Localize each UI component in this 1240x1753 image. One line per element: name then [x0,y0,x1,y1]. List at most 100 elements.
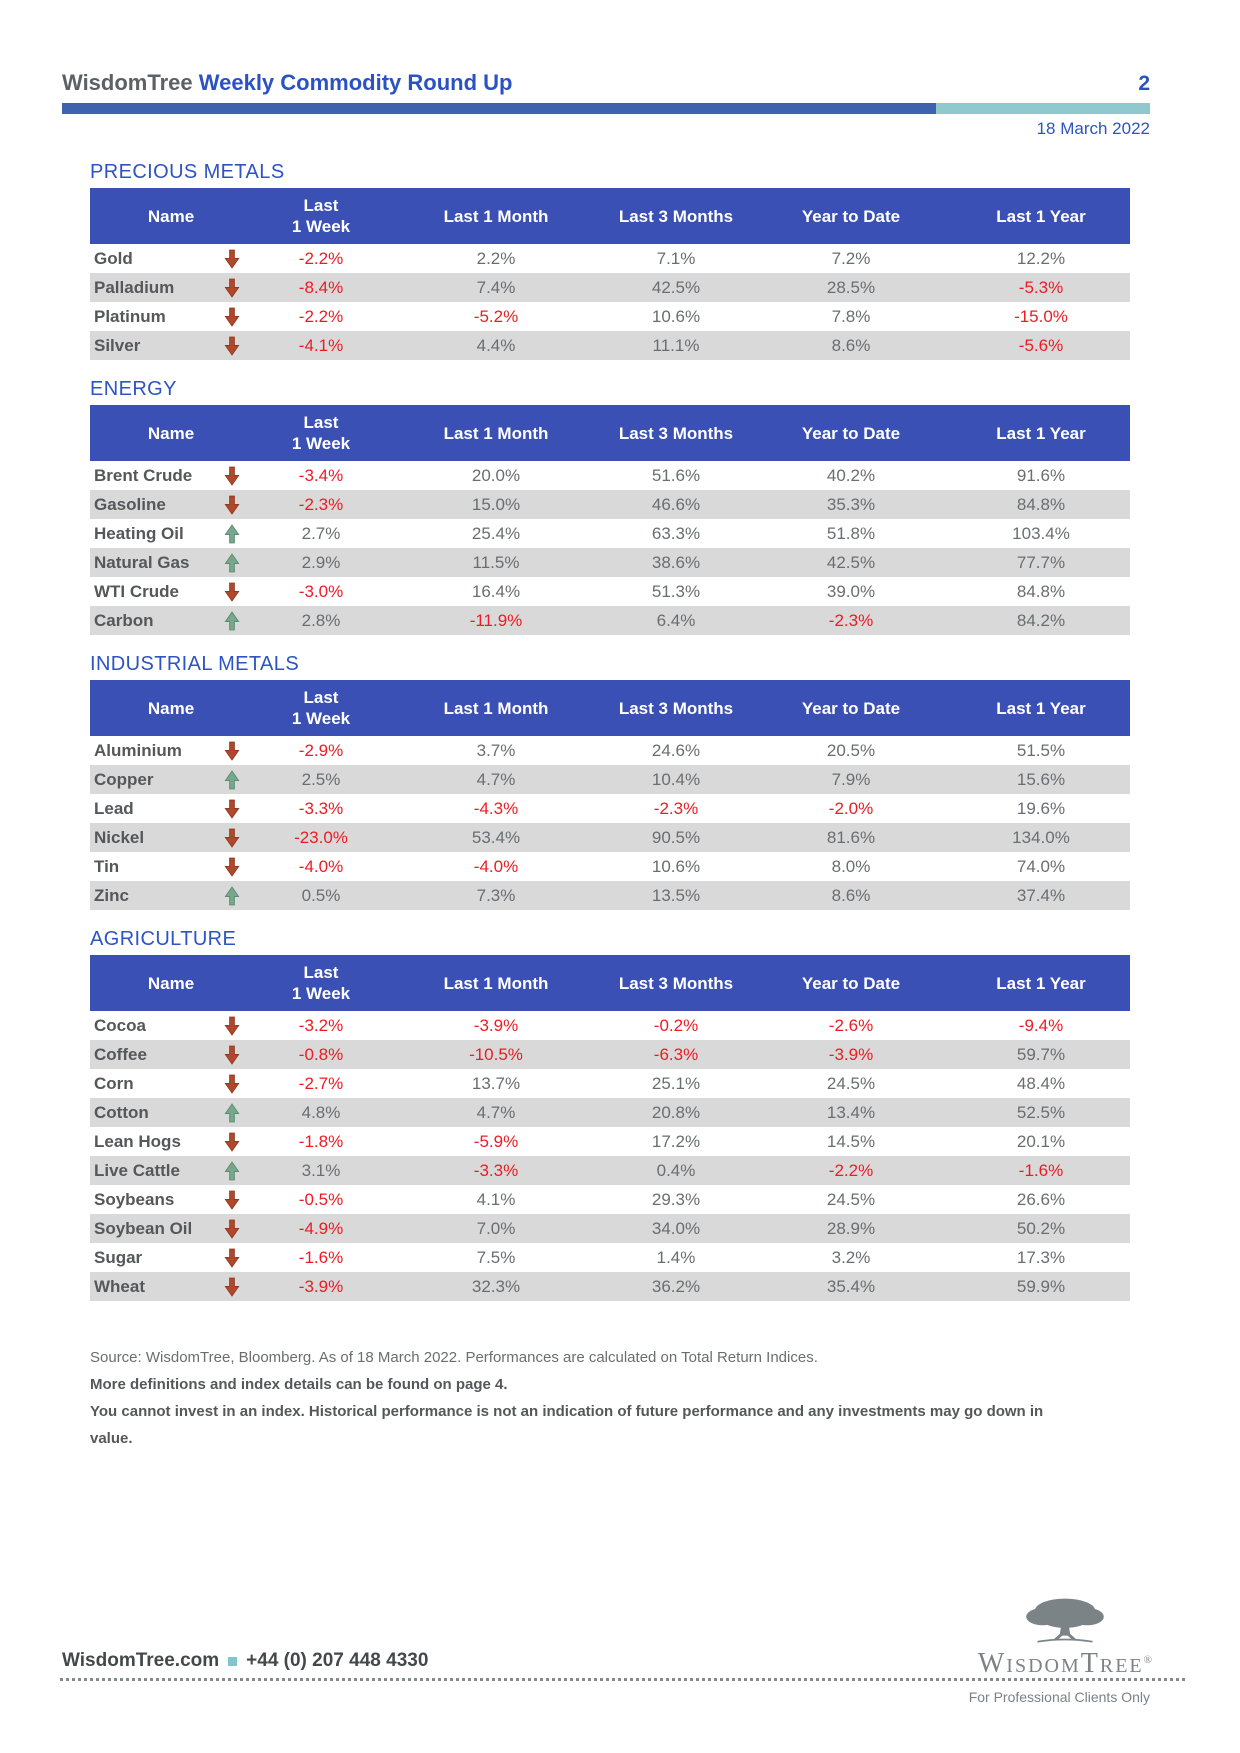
commodity-name: Brent Crude [94,465,193,485]
value-last-1-month: 7.4% [476,277,516,297]
value-last-3-months: 51.6% [651,465,701,485]
table-row: Lead -3.3% -4.3% -2.3% -2.0% 19.6% [90,794,1130,823]
commodity-name: Tin [94,856,120,876]
down-arrow-icon [212,1277,252,1297]
value-year-to-date: 24.5% [826,1189,876,1209]
down-arrow-icon [212,1016,252,1036]
down-arrow-icon [212,828,252,848]
value-last-1-week: -0.5% [298,1189,344,1209]
value-last-1-week: -3.2% [298,1015,344,1035]
value-year-to-date: 40.2% [826,465,876,485]
commodity-name: WTI Crude [94,581,179,601]
table-body: Brent Crude -3.4% 20.0% 51.6% 40.2% 91.6… [90,461,1130,635]
value-last-1-week: -3.0% [298,581,344,601]
value-last-1-month: -10.5% [469,1044,523,1064]
value-last-1-month: 13.7% [471,1073,521,1093]
commodity-name: Lean Hogs [94,1131,181,1151]
table-row: Corn -2.7% 13.7% 25.1% 24.5% 48.4% [90,1069,1130,1098]
registered-mark: ® [1143,1654,1152,1666]
column-header-year: Last 1 Year [996,423,1086,443]
value-last-1-week: 2.9% [301,552,341,572]
commodity-name: Live Cattle [94,1160,180,1180]
value-last-1-year: 91.6% [1016,465,1066,485]
column-header-name: Name [147,973,195,993]
value-last-1-year: 59.9% [1016,1276,1066,1296]
logo-wordmark: WisdomTree® [977,1648,1152,1679]
table-row: Palladium -8.4% 7.4% 42.5% 28.5% -5.3% [90,273,1130,302]
table-row: Nickel -23.0% 53.4% 90.5% 81.6% 134.0% [90,823,1130,852]
column-header-month: Last 1 Month [443,973,549,993]
down-arrow-icon [212,495,252,515]
table-row: Cocoa -3.2% -3.9% -0.2% -2.6% -9.4% [90,1011,1130,1040]
value-last-1-month: 7.5% [476,1247,516,1267]
value-last-1-year: 52.5% [1016,1102,1066,1122]
value-last-3-months: -0.2% [653,1015,699,1035]
table-row: Sugar -1.6% 7.5% 1.4% 3.2% 17.3% [90,1243,1130,1272]
commodity-section: AGRICULTURE Name Last 1 Week Last 1 Mont… [90,928,1130,1301]
down-arrow-icon [212,857,252,877]
value-last-1-year: -1.6% [1018,1160,1064,1180]
footer-tagline: For Professional Clients Only [968,1689,1150,1705]
value-year-to-date: -2.3% [828,610,874,630]
value-last-1-week: -2.2% [298,248,344,268]
value-last-1-year: 84.8% [1016,494,1066,514]
commodity-name: Wheat [94,1276,145,1296]
value-last-3-months: 29.3% [651,1189,701,1209]
teal-bullet-icon [228,1656,238,1666]
value-year-to-date: 14.5% [826,1131,876,1151]
divider-teal-segment [936,103,1150,114]
value-last-1-year: 15.6% [1016,769,1066,789]
value-last-3-months: 42.5% [651,277,701,297]
page-title: Weekly Commodity Round Up [198,70,513,95]
commodity-name: Soybeans [94,1189,175,1209]
value-last-1-week: -4.9% [298,1218,344,1238]
value-year-to-date: 8.0% [831,856,871,876]
value-year-to-date: 3.2% [831,1247,871,1267]
column-header-ytd: Year to Date [801,973,901,993]
report-date: 18 March 2022 [1036,119,1150,138]
section-title: PRECIOUS METALS [90,161,285,183]
up-arrow-icon [212,523,252,544]
value-year-to-date: 39.0% [826,581,876,601]
value-last-1-week: -3.9% [298,1276,344,1296]
value-last-1-week: -0.8% [298,1044,344,1064]
commodity-name: Nickel [94,827,145,847]
value-last-1-month: 4.4% [476,335,516,355]
value-last-1-year: 84.8% [1016,581,1066,601]
value-last-1-year: 77.7% [1016,552,1066,572]
table-row: Gasoline -2.3% 15.0% 46.6% 35.3% 84.8% [90,490,1130,519]
value-last-1-month: 15.0% [471,494,521,514]
wisdomtree-logo: WisdomTree® [977,1596,1152,1679]
value-last-3-months: 20.8% [651,1102,701,1122]
commodity-section: INDUSTRIAL METALS Name Last 1 Week Last … [90,653,1130,910]
column-header-week: Last 1 Week [291,196,351,236]
value-last-1-week: 2.7% [301,523,341,543]
table-row: Brent Crude -3.4% 20.0% 51.6% 40.2% 91.6… [90,461,1130,490]
value-year-to-date: -2.0% [828,798,874,818]
table-row: Lean Hogs -1.8% -5.9% 17.2% 14.5% 20.1% [90,1127,1130,1156]
down-arrow-icon [212,278,252,298]
up-arrow-icon [212,769,252,790]
value-last-3-months: 10.6% [651,306,701,326]
value-last-1-month: 2.2% [476,248,516,268]
website-link[interactable]: WisdomTree.com [62,1650,220,1671]
value-last-1-month: 32.3% [471,1276,521,1296]
value-year-to-date: 13.4% [826,1102,876,1122]
value-last-3-months: 0.4% [656,1160,696,1180]
value-last-1-year: -5.3% [1018,277,1064,297]
section-title: AGRICULTURE [90,928,237,950]
value-last-1-year: 84.2% [1016,610,1066,630]
report-title: WisdomTree Weekly Commodity Round Up [62,70,512,96]
column-header-week: Last 1 Week [291,963,351,1003]
value-last-1-week: -2.2% [298,306,344,326]
column-header-month: Last 1 Month [443,206,549,226]
value-last-1-month: 20.0% [471,465,521,485]
footnotes: Source: WisdomTree, Bloomberg. As of 18 … [90,1344,1085,1452]
section-title: INDUSTRIAL METALS [90,653,300,675]
value-year-to-date: -2.2% [828,1160,874,1180]
table-header-row: Name Last 1 Week Last 1 Month Last 3 Mon… [90,188,1130,244]
column-header-three-months: Last 3 Months [618,423,734,443]
down-arrow-icon [212,1045,252,1065]
value-last-3-months: 10.6% [651,856,701,876]
down-arrow-icon [212,249,252,269]
